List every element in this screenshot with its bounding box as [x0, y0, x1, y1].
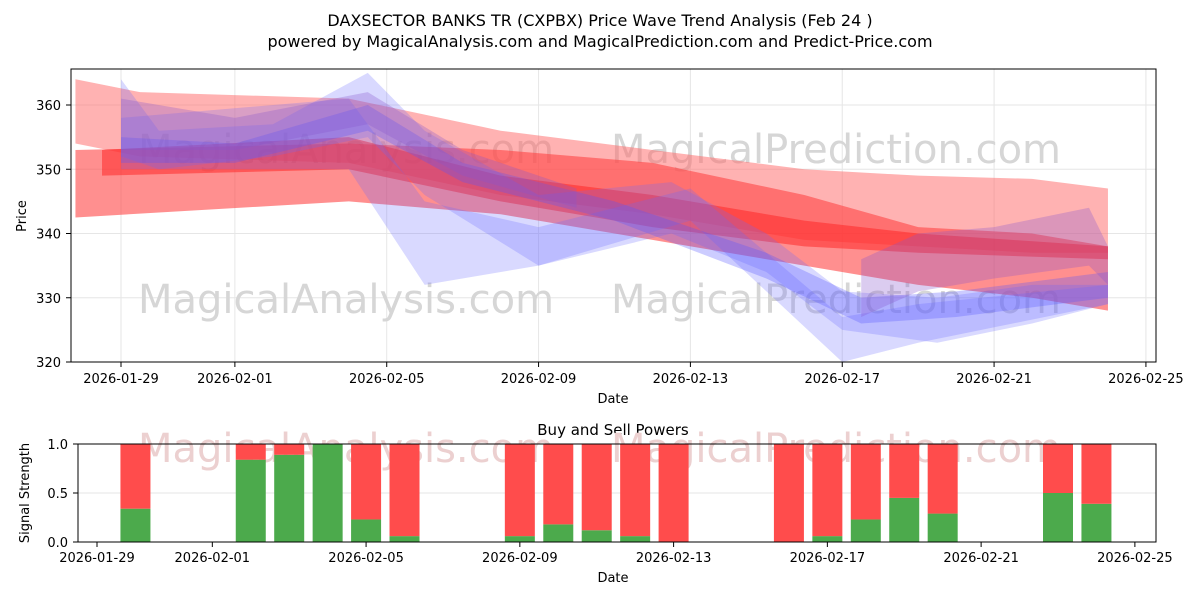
buy-bar	[389, 536, 420, 542]
sell-bar	[235, 444, 266, 460]
signal-bars	[120, 444, 1112, 542]
sell-bar	[620, 444, 651, 537]
x-tick-label: 2026-02-09	[501, 372, 577, 387]
band-purple-2	[121, 92, 577, 208]
buy-bar	[312, 444, 343, 542]
signal-title: Buy and Sell Powers	[537, 421, 689, 439]
sell-bar	[889, 444, 920, 498]
band-blue-2	[121, 98, 1108, 362]
band-blue-3	[121, 105, 1108, 324]
band-red-main	[75, 143, 1108, 311]
sell-bar	[1081, 444, 1112, 504]
watermark: MagicalAnalysis.com	[138, 426, 554, 472]
sell-bar	[658, 444, 689, 542]
sell-bar	[581, 444, 612, 531]
buy-bar	[351, 519, 382, 542]
x-tick-label: 2026-02-21	[943, 551, 1019, 566]
y-tick-label: 0.0	[47, 536, 68, 551]
price-plot-frame	[70, 68, 1157, 363]
sell-bar	[120, 444, 151, 509]
signal-ylabel: Signal Strength	[18, 443, 33, 543]
buy-bar	[543, 524, 574, 542]
y-tick-label: 320	[36, 356, 61, 371]
watermark: MagicalAnalysis.com	[138, 277, 554, 323]
band-red-core	[102, 137, 1108, 260]
x-tick-label: 2026-02-05	[349, 372, 425, 387]
y-tick-label: 360	[36, 99, 61, 114]
buy-bar	[581, 530, 612, 542]
signal-xlabel: Date	[597, 571, 628, 586]
sell-bar	[389, 444, 420, 537]
sell-bar	[1043, 444, 1073, 493]
sell-bar	[543, 444, 574, 525]
sell-bar	[812, 444, 843, 537]
price-bands	[75, 72, 1108, 362]
signal-axes: 0.0 0.5 1.0 2026-01-29 2026-02-01 2026-02-05 2…	[47, 438, 1172, 566]
sell-bar	[274, 444, 305, 455]
sell-bar	[927, 444, 958, 514]
buy-bar	[620, 536, 651, 542]
y-tick-label: 350	[36, 163, 61, 178]
x-tick-label: 2026-01-29	[83, 372, 159, 387]
x-tick-label: 2026-02-13	[636, 551, 712, 566]
price-axes: 320 330 340 350 360 2026-01-29 2026-02-01 2026-…	[36, 99, 1184, 387]
x-tick-label: 2026-02-25	[1097, 551, 1173, 566]
x-tick-label: 2026-02-01	[175, 551, 251, 566]
buy-bar	[1043, 493, 1073, 542]
buy-bar	[120, 508, 151, 542]
x-tick-label: 2026-02-21	[956, 372, 1032, 387]
sell-bar	[351, 444, 382, 520]
buy-bar	[927, 513, 958, 542]
y-tick-label: 0.5	[47, 487, 68, 502]
price-ylabel: Price	[15, 200, 30, 232]
chart-title: DAXSECTOR BANKS TR (CXPBX) Price Wave Tr…	[327, 11, 872, 30]
x-tick-label: 2026-02-01	[197, 372, 273, 387]
x-tick-label: 2026-02-25	[1108, 372, 1184, 387]
price-xlabel: Date	[597, 392, 628, 407]
buy-bar	[235, 459, 266, 542]
y-tick-label: 330	[36, 292, 61, 307]
y-tick-label: 1.0	[47, 438, 68, 453]
sell-bar	[850, 444, 881, 520]
buy-bar	[812, 536, 843, 542]
x-tick-label: 2026-02-09	[482, 551, 558, 566]
x-tick-label: 2026-02-05	[328, 551, 404, 566]
band-blue-1	[121, 72, 1108, 343]
sell-bar	[773, 444, 804, 542]
buy-bar	[889, 497, 920, 542]
x-tick-label: 2026-02-17	[790, 551, 866, 566]
chart-subtitle: powered by MagicalAnalysis.com and Magic…	[267, 32, 932, 51]
x-tick-label: 2026-02-13	[653, 372, 729, 387]
buy-bar	[1081, 503, 1112, 542]
y-tick-label: 340	[36, 228, 61, 243]
x-tick-label: 2026-01-29	[59, 551, 135, 566]
buy-bar	[504, 536, 535, 542]
buy-bar	[850, 519, 881, 542]
x-tick-label: 2026-02-17	[804, 372, 880, 387]
sell-bar	[504, 444, 535, 537]
band-purple-1	[861, 207, 1108, 318]
buy-bar	[274, 454, 305, 542]
